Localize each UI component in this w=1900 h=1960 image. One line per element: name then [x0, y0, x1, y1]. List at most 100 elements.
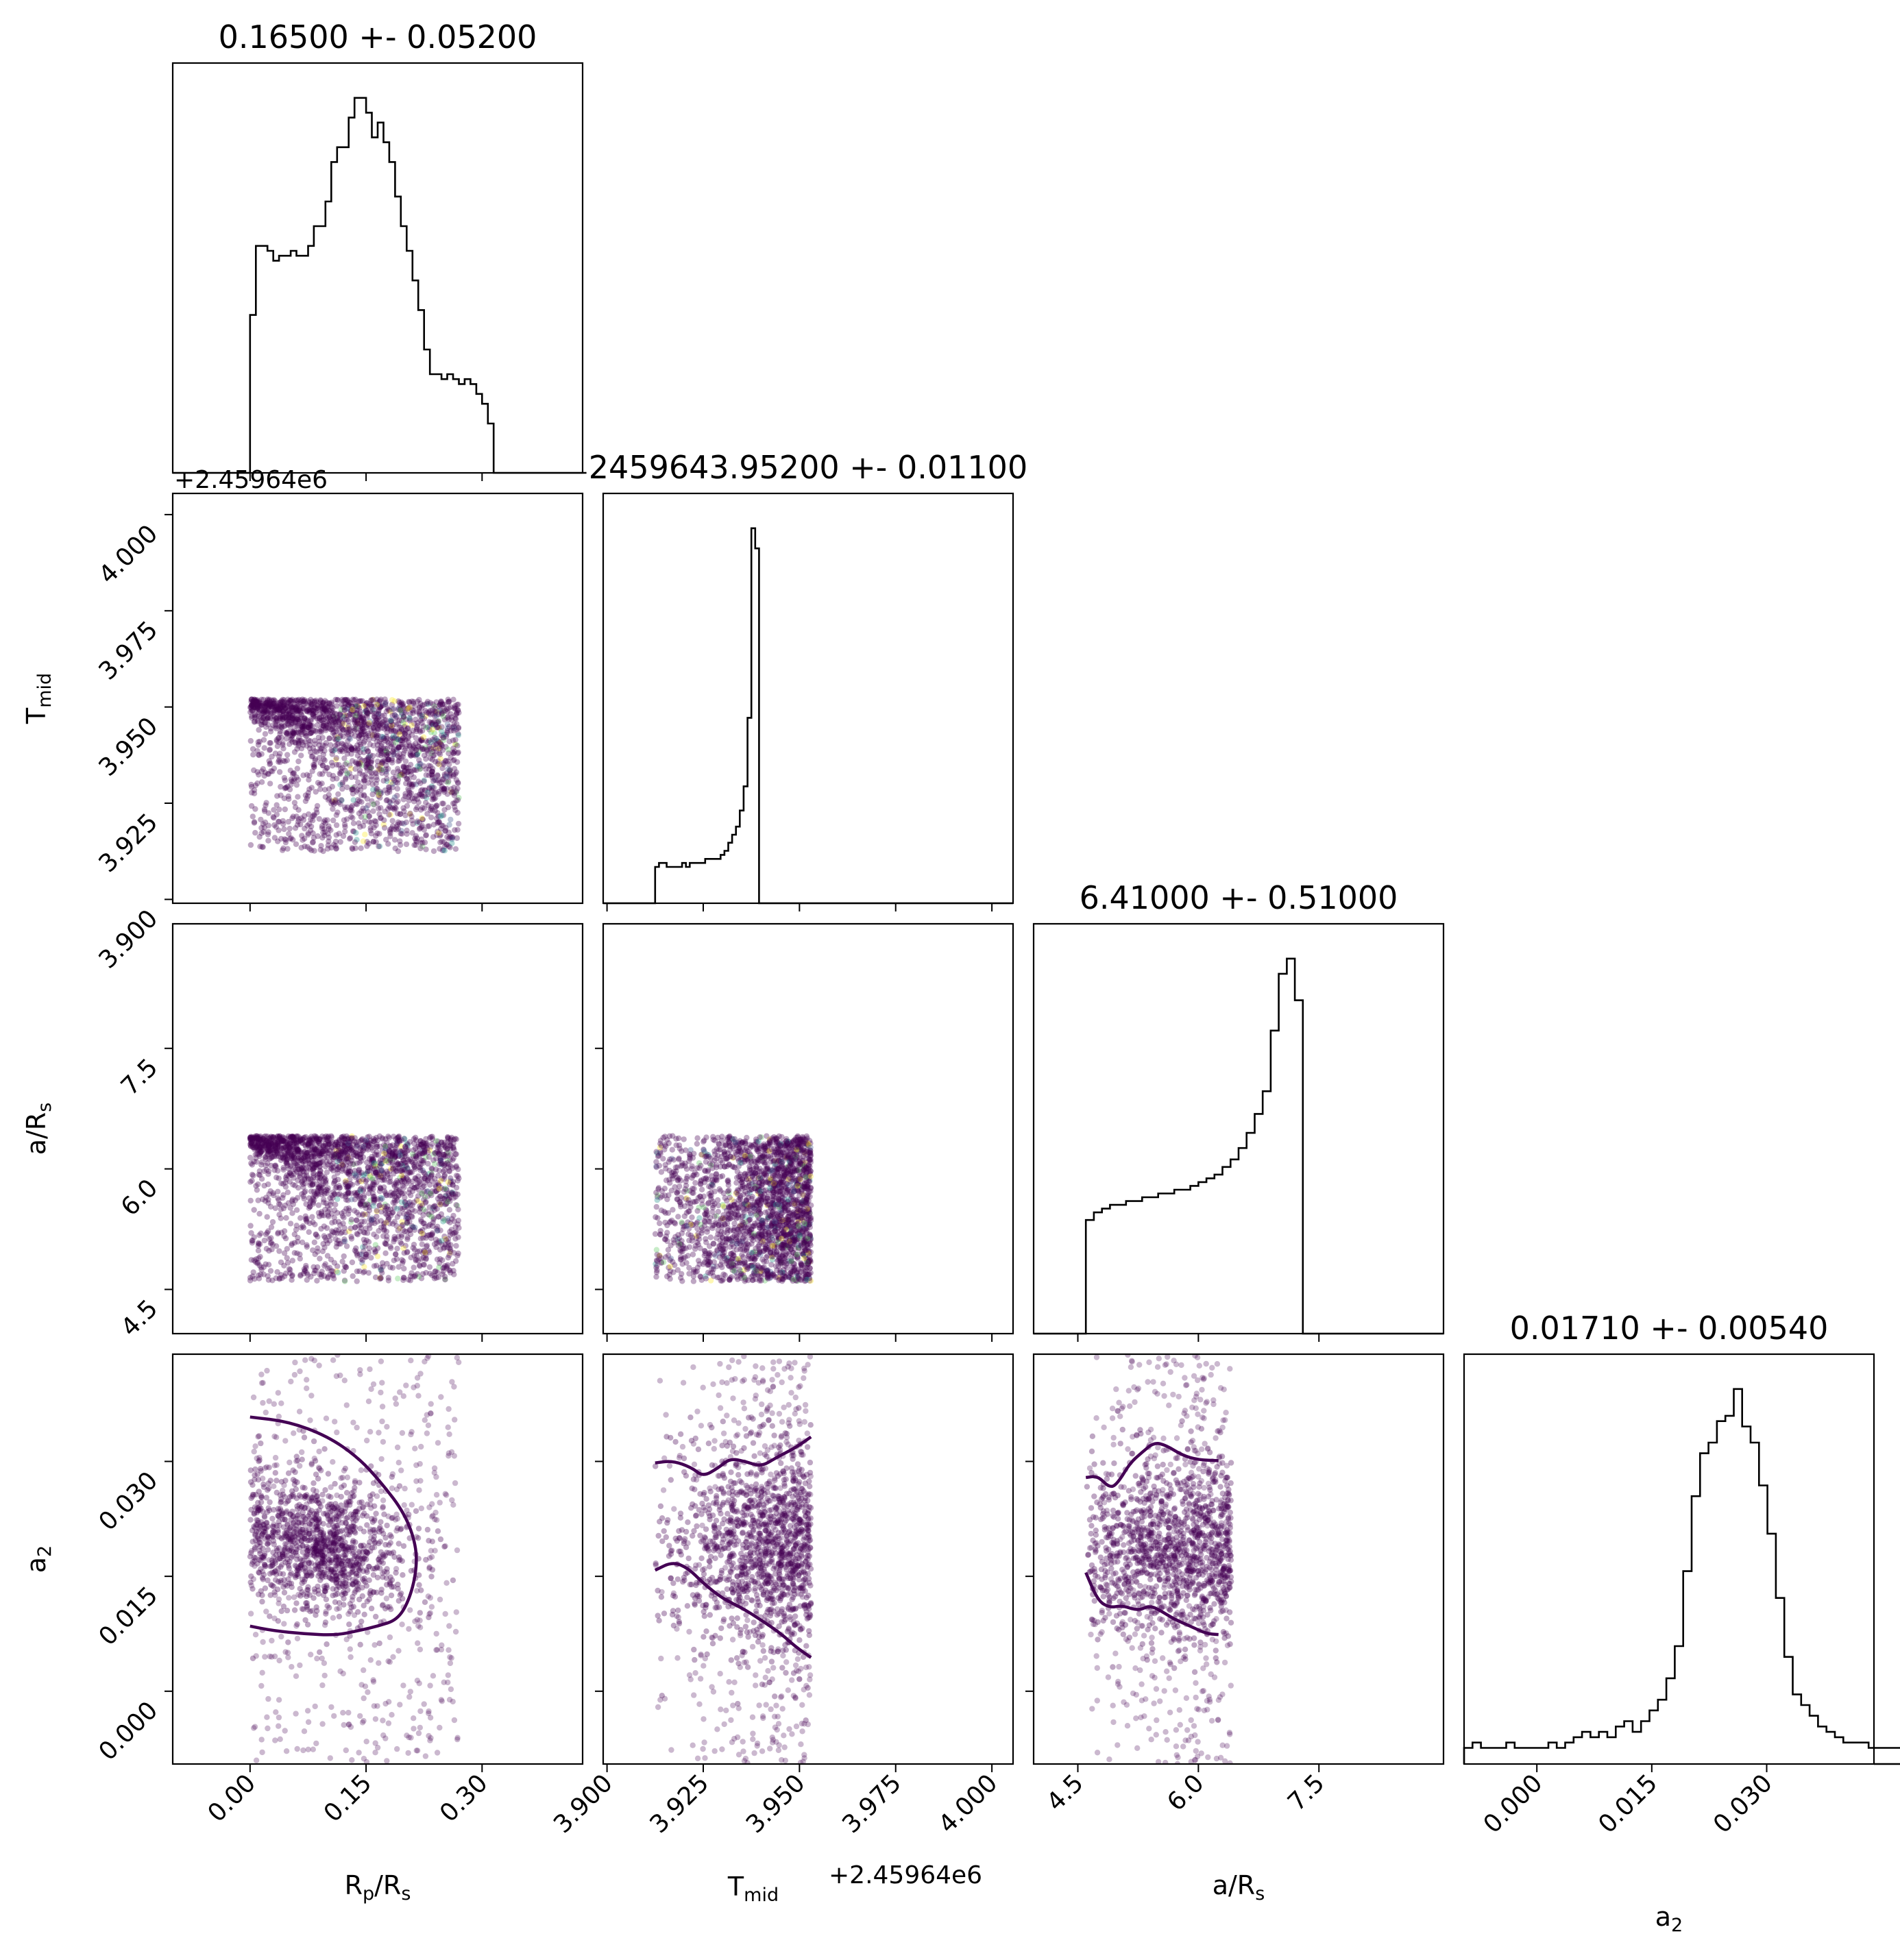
- scatter-point: [251, 701, 257, 707]
- scatter-point: [317, 726, 324, 733]
- scatter-point: [378, 766, 384, 772]
- scatter-point: [357, 1201, 363, 1208]
- scatter-point: [399, 831, 405, 837]
- scatter-point: [266, 1191, 272, 1197]
- scatter-point: [311, 1133, 317, 1139]
- scatter-point: [337, 729, 343, 735]
- scatter-point: [290, 729, 296, 735]
- scatter-point: [308, 723, 314, 729]
- scatter-point: [298, 1165, 304, 1171]
- scatter-point: [339, 725, 345, 732]
- scatter-point: [423, 772, 429, 779]
- scatter-point: [360, 731, 367, 737]
- scatter-point: [323, 701, 330, 707]
- scatter-point: [361, 784, 367, 790]
- scatter-point: [398, 726, 405, 733]
- scatter-point: [423, 766, 429, 772]
- scatter-point: [345, 1150, 351, 1156]
- scatter-point: [329, 783, 335, 790]
- scatter-point: [318, 727, 324, 734]
- scatter-point: [310, 1178, 316, 1184]
- scatter-point: [428, 768, 435, 775]
- scatter-point: [398, 742, 404, 748]
- scatter-point: [356, 1268, 363, 1275]
- scatter-point: [364, 710, 370, 716]
- scatter-point: [309, 768, 315, 774]
- scatter-point: [328, 747, 334, 753]
- scatter-point: [306, 772, 313, 779]
- scatter-point: [260, 715, 267, 722]
- scatter-point: [263, 802, 269, 809]
- scatter-point: [381, 726, 388, 732]
- scatter-point: [433, 789, 439, 796]
- scatter-point: [363, 700, 370, 707]
- scatter-point: [388, 741, 395, 748]
- scatter-point: [435, 737, 441, 744]
- scatter-point: [388, 718, 395, 725]
- scatter-point: [362, 813, 368, 820]
- scatter-point: [435, 1138, 441, 1144]
- scatter-point: [302, 700, 309, 707]
- scatter-point: [282, 837, 289, 843]
- scatter-point: [286, 1144, 292, 1151]
- scatter-point: [441, 1196, 448, 1202]
- scatter-point: [294, 1163, 300, 1169]
- scatter-point: [455, 731, 461, 737]
- scatter-point: [439, 701, 446, 707]
- scatter-point: [360, 1244, 366, 1250]
- scatter-point: [328, 1199, 334, 1205]
- scatter-point: [249, 1240, 256, 1246]
- scatter-point: [330, 713, 337, 720]
- scatter-point: [317, 1255, 323, 1262]
- scatter-point: [297, 729, 304, 735]
- scatter-point: [378, 750, 385, 757]
- scatter-point: [280, 715, 286, 722]
- scatter-point: [293, 774, 300, 781]
- scatter-point: [323, 709, 329, 715]
- scatter-point: [297, 1272, 304, 1278]
- scatter-point: [316, 718, 322, 724]
- scatter-point: [349, 758, 356, 764]
- scatter-point: [356, 714, 363, 720]
- scatter-point: [249, 1238, 256, 1244]
- scatter-point: [306, 1137, 312, 1144]
- scatter-point: [278, 783, 284, 790]
- scatter-point: [374, 1218, 380, 1225]
- scatter-point: [371, 1138, 377, 1144]
- scatter-point: [454, 1177, 461, 1184]
- scatter-point: [434, 832, 440, 838]
- scatter-point: [442, 1277, 448, 1283]
- scatter-point: [302, 1175, 308, 1181]
- scatter-point: [308, 730, 314, 737]
- scatter-point: [433, 1184, 439, 1190]
- scatter-point: [421, 763, 427, 770]
- scatter-point: [351, 725, 357, 731]
- scatter-point: [267, 1141, 273, 1148]
- scatter-point: [352, 696, 358, 702]
- scatter-point: [337, 710, 343, 717]
- scatter-point: [382, 717, 389, 723]
- scatter-point: [421, 752, 428, 759]
- scatter-point: [259, 1196, 266, 1203]
- scatter-point: [374, 758, 381, 765]
- scatter-point: [361, 728, 367, 735]
- scatter-point: [331, 719, 337, 725]
- scatter-point: [365, 710, 371, 716]
- scatter-point: [325, 1138, 331, 1144]
- scatter-point: [304, 1157, 311, 1164]
- scatter-point: [411, 1185, 417, 1191]
- scatter-point: [421, 1183, 427, 1190]
- scatter-point: [355, 729, 361, 736]
- scatter-point: [396, 1186, 402, 1192]
- scatter-point: [444, 715, 450, 721]
- scatter-point: [376, 1203, 382, 1209]
- scatter-point: [345, 702, 352, 709]
- scatter-point: [265, 831, 271, 837]
- scatter-point: [334, 741, 341, 748]
- scatter-point: [255, 742, 262, 748]
- scatter-point: [397, 842, 404, 848]
- scatter-point: [376, 722, 383, 729]
- scatter-point: [260, 719, 266, 725]
- scatter-point: [391, 751, 397, 757]
- scatter-point: [403, 1162, 409, 1169]
